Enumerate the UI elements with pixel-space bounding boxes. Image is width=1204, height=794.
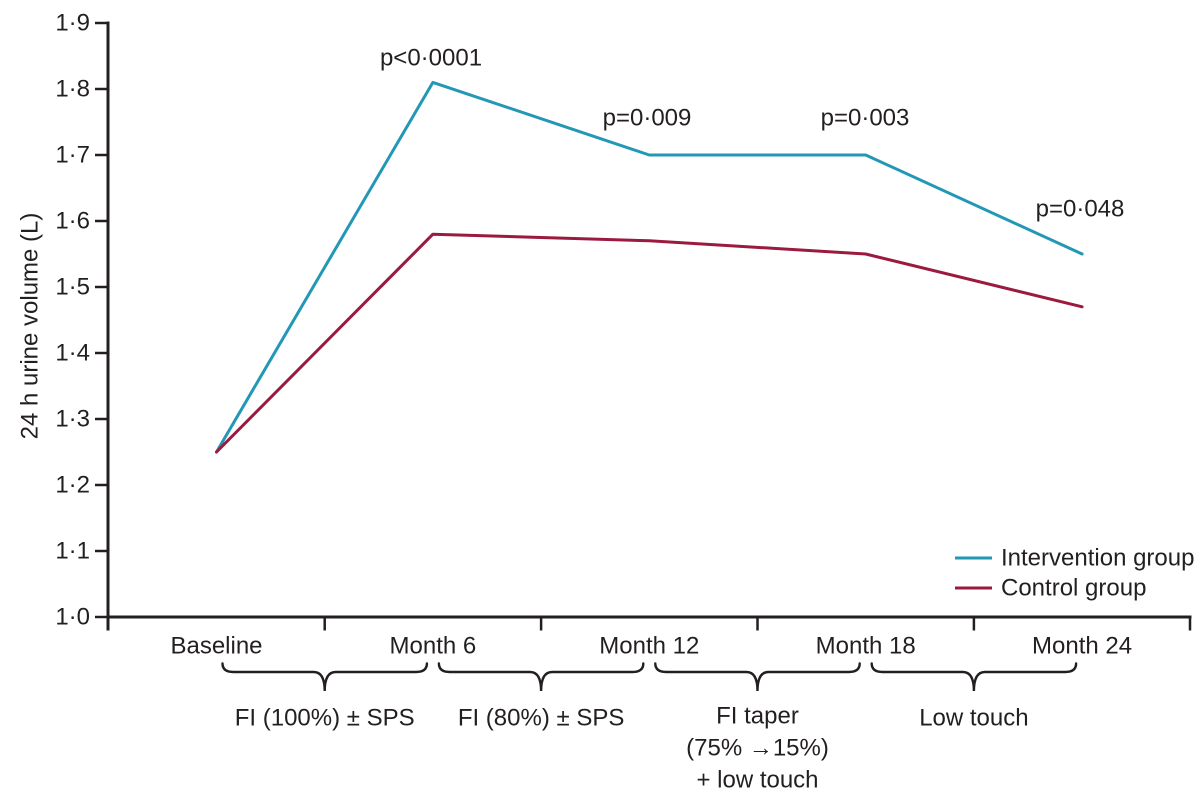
x-category-label: Month 18 — [816, 633, 916, 660]
phase-brace — [437, 662, 645, 692]
y-tick-label: 1·5 — [55, 274, 90, 301]
phase-label: + low touch — [696, 767, 818, 794]
control-legend-label: Control group — [1001, 575, 1146, 602]
y-tick-label: 1·9 — [55, 10, 90, 37]
y-tick-label: 1·6 — [55, 208, 90, 235]
phase-braces: FI (100%) ± SPS FI (80%) ± SPS FI taper … — [221, 662, 1078, 794]
y-tick-label: 1·3 — [55, 406, 90, 433]
y-tick-label: 1·0 — [55, 604, 90, 631]
x-category-label: Month 24 — [1032, 633, 1132, 660]
phase-brace — [221, 662, 429, 692]
phase-label: FI (80%) ± SPS — [458, 705, 625, 732]
legend: Intervention group Control group — [955, 545, 1194, 602]
phase-brace — [654, 662, 861, 692]
y-tick-label: 1·1 — [55, 538, 90, 565]
y-tick-label: 1·2 — [55, 472, 90, 499]
p-value-annotation: p<0·0001 — [380, 45, 482, 72]
control-group-line — [215, 232, 1084, 454]
phase-label: Low touch — [919, 705, 1028, 732]
y-axis-title: 24 h urine volume (L) — [17, 213, 44, 440]
y-tick-label: 1·4 — [55, 340, 90, 367]
p-value-annotation: p=0·048 — [1036, 196, 1125, 223]
y-tick-label: 1·7 — [55, 142, 90, 169]
x-category-label: Baseline — [170, 633, 262, 660]
annotations: p<0·0001 p=0·009 p=0·003 p=0·048 — [380, 45, 1124, 223]
phase-label: FI (100%) ± SPS — [235, 705, 415, 732]
x-axis: Baseline Month 6 Month 12 Month 18 Month… — [106, 615, 1192, 660]
intervention-legend-label: Intervention group — [1001, 545, 1194, 572]
y-axis: 1·0 1·1 1·2 1·3 1·4 1·5 1·6 1·7 1·8 1·9 … — [17, 10, 110, 631]
plot-series — [215, 80, 1084, 454]
phase-label: FI taper — [716, 703, 799, 730]
p-value-annotation: p=0·003 — [821, 105, 910, 132]
intervention-group-line — [215, 80, 1084, 454]
p-value-annotation: p=0·009 — [603, 105, 692, 132]
x-category-label: Month 12 — [599, 633, 699, 660]
x-category-label: Month 6 — [390, 633, 477, 660]
phase-label: (75% →15%) — [686, 735, 829, 762]
y-tick-label: 1·8 — [55, 76, 90, 103]
phase-brace — [870, 662, 1078, 692]
